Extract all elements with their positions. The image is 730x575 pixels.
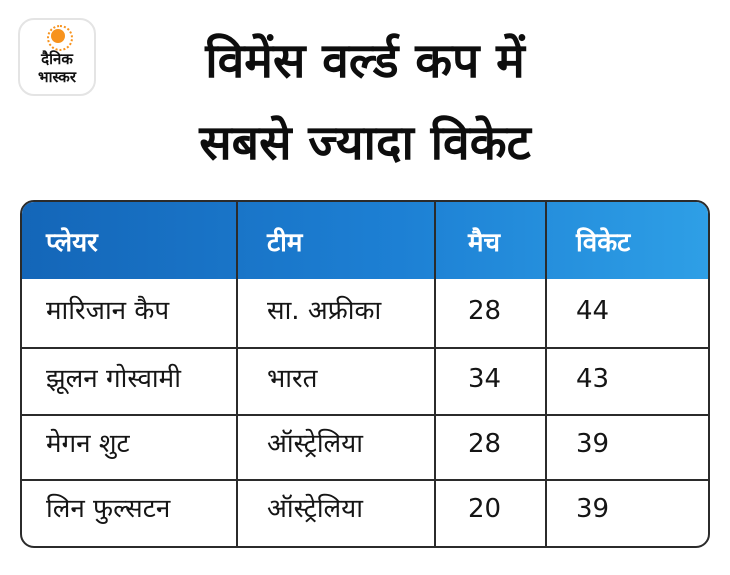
header-team: टीम — [267, 228, 303, 258]
table-row-1-matches: 28 — [468, 296, 502, 326]
brand-line-1: दैनिक — [41, 50, 73, 68]
dainik-bhaskar-logo: दैनिक भास्कर — [18, 18, 96, 96]
table-header — [22, 202, 708, 279]
table-row-3-team: ऑस्ट्रेलिया — [267, 429, 363, 459]
header-matches: मैच — [468, 228, 501, 258]
page-title-line-2: सबसे ज्यादा विकेट — [199, 115, 531, 171]
table-row-1-player: मारिजान कैप — [46, 296, 170, 326]
header-player: प्लेयर — [46, 228, 98, 258]
brand-line-2: भास्कर — [38, 68, 76, 86]
table-row-4-team: ऑस्ट्रेलिया — [267, 494, 363, 524]
column-divider-1 — [236, 202, 238, 546]
table-row-2-player: झूलन गोस्वामी — [46, 364, 181, 394]
table-row-2-wickets: 43 — [576, 364, 610, 394]
table-row-4-player: लिन फुल्सटन — [46, 494, 171, 524]
row-divider-2 — [22, 414, 708, 416]
row-divider-3 — [22, 479, 708, 481]
table-row-2-matches: 34 — [468, 364, 502, 394]
table-row-3-matches: 28 — [468, 429, 502, 459]
column-divider-2 — [434, 202, 436, 546]
page-title-line-1: विमेंस वर्ल्ड कप में — [205, 33, 525, 89]
table-row-4-wickets: 39 — [576, 494, 610, 524]
wickets-table: प्लेयर टीम मैच विकेट मारिजान कैप सा. अफ्… — [20, 200, 710, 548]
table-row-2-team: भारत — [267, 364, 318, 394]
column-divider-3 — [545, 202, 547, 546]
table-row-3-player: मेगन शुट — [46, 429, 130, 459]
row-divider-1 — [22, 347, 708, 349]
sun-icon — [47, 25, 73, 51]
table-row-1-team: सा. अफ्रीका — [267, 296, 382, 326]
table-row-4-matches: 20 — [468, 494, 502, 524]
header-wickets: विकेट — [576, 228, 631, 258]
table-row-1-wickets: 44 — [576, 296, 610, 326]
table-row-3-wickets: 39 — [576, 429, 610, 459]
